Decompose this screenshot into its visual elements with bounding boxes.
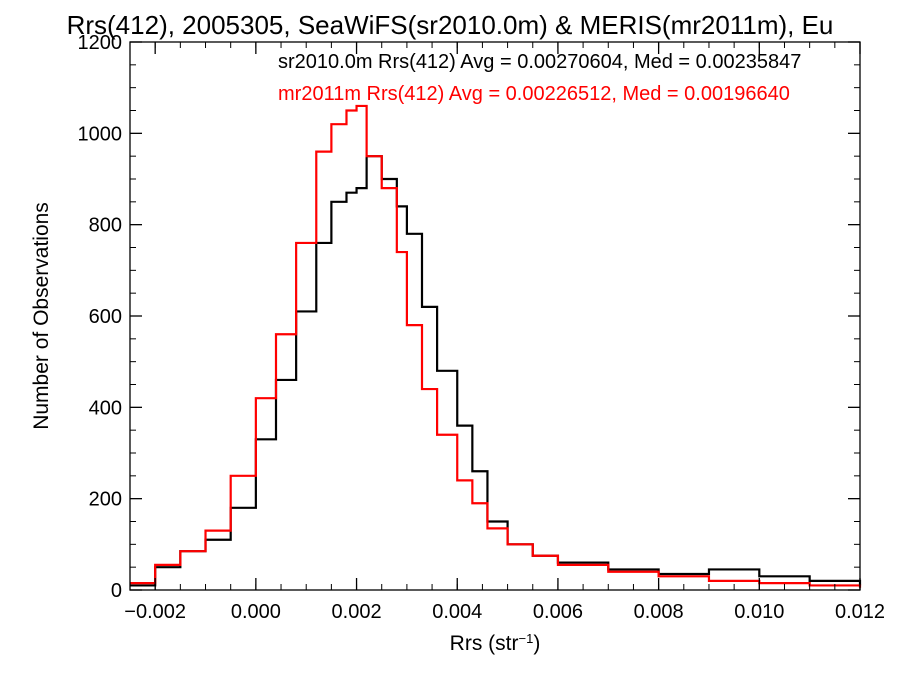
- y-tick-label: 200: [89, 489, 122, 511]
- x-tick-label: 0.004: [432, 601, 482, 623]
- series-layer: [130, 104, 862, 588]
- x-axis-label-close: ): [533, 632, 540, 655]
- y-tick-label: 400: [89, 397, 122, 419]
- x-tick-label: 0.002: [332, 601, 382, 623]
- x-axis-label-main: Rrs (str: [450, 632, 519, 655]
- black-series-stats-text: sr2010.0m Rrs(412) Avg = 0.00270604, Med…: [278, 51, 801, 73]
- x-tick-label: 0.000: [231, 601, 281, 623]
- y-tick-label: 800: [89, 215, 122, 237]
- y-tick-label: 1000: [78, 123, 123, 145]
- y-tick-label: 0: [111, 580, 122, 602]
- x-tick-label: 0.008: [634, 601, 684, 623]
- series-line-sr2010.0m: [130, 155, 862, 587]
- x-tick-label: 0.010: [734, 601, 784, 623]
- x-tick-label: 0.006: [533, 601, 583, 623]
- y-tick-label: 1200: [78, 32, 123, 54]
- y-tick-label: 600: [89, 306, 122, 328]
- x-tick-label: 0.012: [835, 601, 885, 623]
- x-tick-label: −0.002: [124, 601, 186, 623]
- x-axis-label: Rrs (str−1): [450, 631, 541, 656]
- chart-title: Rrs(412), 2005305, SeaWiFS(sr2010.0m) & …: [67, 10, 834, 40]
- y-axis-label: Number of Observations: [30, 202, 53, 430]
- series-line-mr2011m: [130, 104, 862, 588]
- red-series-stats-text: mr2011m Rrs(412) Avg = 0.00226512, Med =…: [278, 83, 790, 105]
- x-axis-label-superscript: −1: [519, 631, 534, 646]
- tick-layer: −0.002 0.000 0.002 0.004 0.006 0.008 0.010 0.01…: [78, 32, 886, 623]
